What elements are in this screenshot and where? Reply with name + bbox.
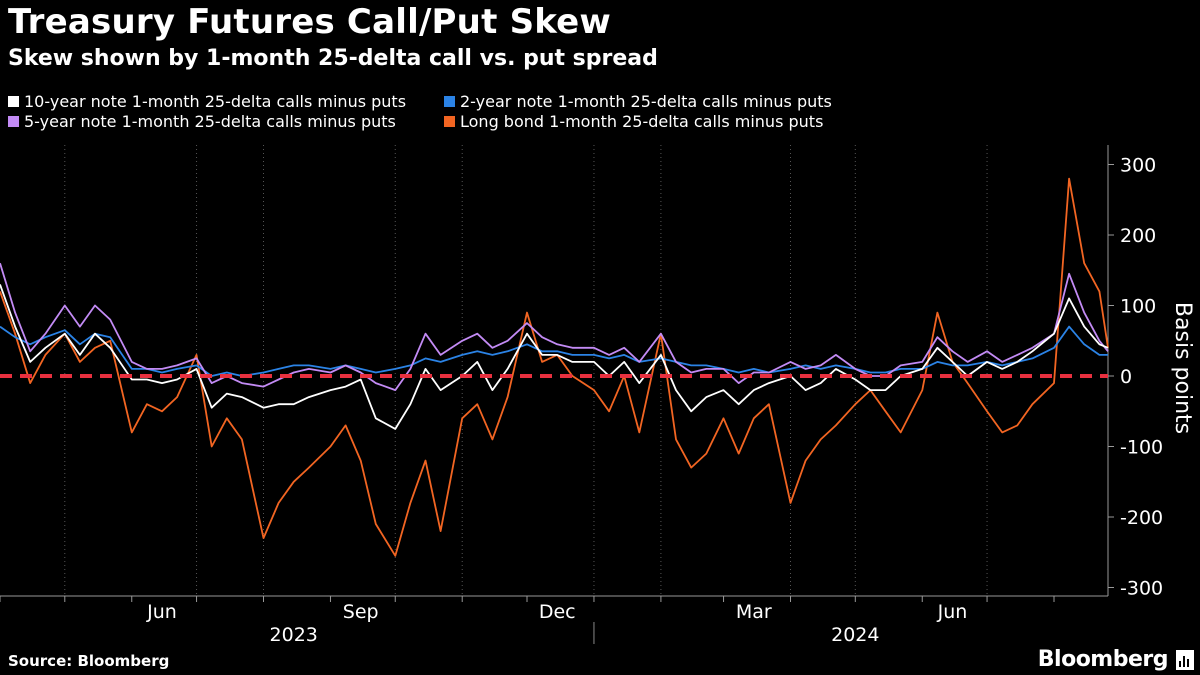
legend-swatch — [8, 116, 19, 127]
y-tick-label: -300 — [1120, 578, 1163, 600]
bloomberg-logo: Bloomberg — [1037, 647, 1169, 672]
legend-swatch — [8, 96, 19, 107]
legend-label: 5-year note 1-month 25-delta calls minus… — [24, 112, 396, 131]
y-tick-label: 100 — [1120, 296, 1156, 318]
legend-item-10-year: 10-year note 1-month 25-delta calls minu… — [8, 92, 406, 111]
y-tick-label: 300 — [1120, 155, 1156, 177]
source-note: Source: Bloomberg — [8, 652, 170, 670]
legend-swatch — [444, 116, 455, 127]
x-tick-label: Jun — [937, 601, 968, 623]
legend-label: 10-year note 1-month 25-delta calls minu… — [24, 92, 407, 111]
x-tick-label: Sep — [343, 601, 379, 623]
legend-label: 2-year note 1-month 25-delta calls minus… — [460, 92, 832, 111]
y-tick-label: 0 — [1120, 366, 1132, 388]
y-tick-label: -100 — [1120, 437, 1163, 459]
legend-item-long-bond: Long bond 1-month 25-delta calls minus p… — [444, 112, 823, 131]
x-tick-label: Jun — [146, 601, 177, 623]
y-axis-title: Basis points — [1170, 302, 1195, 434]
year-label: 2023 — [270, 624, 318, 646]
legend-label: Long bond 1-month 25-delta calls minus p… — [460, 112, 824, 131]
series-line-5-year — [0, 262, 1109, 392]
y-tick-label: -200 — [1120, 507, 1163, 529]
x-tick-label: Mar — [736, 601, 772, 623]
y-tick-label: 200 — [1120, 225, 1156, 247]
series-line-2-year — [0, 325, 1108, 377]
bloomberg-chart-icon — [1176, 650, 1194, 670]
legend-swatch — [444, 96, 455, 107]
x-tick-label: Dec — [539, 601, 576, 623]
chart-subtitle: Skew shown by 1-month 25-delta call vs. … — [8, 46, 658, 71]
legend-item-2-year: 2-year note 1-month 25-delta calls minus… — [444, 92, 832, 111]
legend-item-5-year: 5-year note 1-month 25-delta calls minus… — [8, 112, 396, 131]
chart-title: Treasury Futures Call/Put Skew — [8, 2, 612, 42]
year-label: 2024 — [831, 624, 879, 646]
